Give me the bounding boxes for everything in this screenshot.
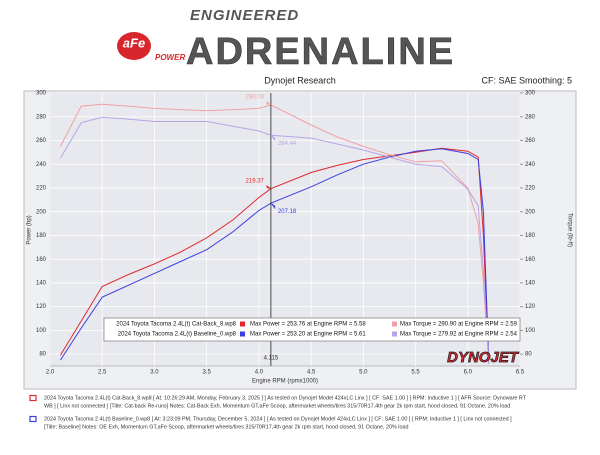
y-tick-label: 220 bbox=[36, 186, 47, 192]
x-tick-label: 4.5 bbox=[307, 370, 316, 376]
series-line bbox=[59, 147, 490, 364]
legend-power: Max Power = 253.20 at Engine RPM = 5.61 bbox=[250, 332, 366, 338]
y2-tick-label: 140 bbox=[525, 280, 536, 286]
annotation-label: 290.00 bbox=[246, 94, 265, 100]
cursor-label: 4.115 bbox=[264, 356, 279, 362]
legend-swatch bbox=[392, 331, 397, 337]
tagline: ADRENALINE bbox=[186, 31, 455, 73]
x-tick-label: 3.5 bbox=[202, 370, 211, 376]
notes: 2024 Toyota Tacoma 2.4L(t) Cat-Back_8.wp… bbox=[29, 394, 527, 430]
series-line bbox=[59, 116, 490, 364]
note-swatch bbox=[29, 394, 37, 402]
y2-tick-label: 280 bbox=[525, 114, 536, 120]
y2-tick-label: 80 bbox=[525, 352, 532, 358]
y-tick-label: 120 bbox=[36, 304, 47, 310]
x-tick-label: 5.5 bbox=[411, 370, 420, 376]
y-tick-label: 100 bbox=[36, 328, 47, 334]
brand-logo bbox=[117, 32, 151, 60]
note-text: WB ] [ Linx not connected ] [Title: Cat-… bbox=[44, 403, 510, 409]
legend-swatch bbox=[240, 321, 245, 327]
legend bbox=[103, 317, 521, 342]
x-tick-label: 2.0 bbox=[46, 370, 55, 376]
y2-tick-label: 100 bbox=[525, 328, 536, 334]
legend-torque: Max Torque = 290.90 at Engine RPM = 2.59 bbox=[400, 322, 518, 328]
legend-torque: Max Torque = 279.92 at Engine RPM = 2.54 bbox=[400, 332, 518, 338]
annotation-label: 219.37 bbox=[246, 178, 265, 184]
annotation-label: 207.18 bbox=[278, 209, 297, 215]
y-tick-label: 240 bbox=[36, 162, 47, 168]
x-axis-label: Engine RPM (rpmx1000) bbox=[252, 379, 318, 385]
x-tick-label: 5.0 bbox=[359, 370, 368, 376]
annotation-arrow bbox=[270, 134, 276, 142]
x-tick-label: 6.5 bbox=[516, 370, 525, 376]
annotation-arrow bbox=[266, 185, 272, 189]
legend-power: Max Power = 253.76 at Engine RPM = 5.58 bbox=[250, 322, 366, 328]
y-tick-label: 180 bbox=[36, 233, 47, 239]
y2-tick-label: 180 bbox=[525, 233, 536, 239]
source: Dynojet Research bbox=[264, 75, 336, 85]
legend-swatch bbox=[392, 321, 397, 327]
legend-name: 2024 Toyota Tacoma 2.4L(t) Cat-Back_8.wp… bbox=[116, 322, 237, 328]
lines: 4.115 290.00 264.44 219.37 207.18 bbox=[59, 93, 490, 366]
y-tick-label: 280 bbox=[36, 114, 47, 120]
x-tick-label: 4.0 bbox=[255, 370, 264, 376]
y-tick-label: 160 bbox=[36, 257, 47, 263]
series-line bbox=[59, 148, 490, 361]
legend-swatch bbox=[240, 331, 245, 337]
header-bg bbox=[0, 0, 600, 92]
y2-tick-label: 220 bbox=[525, 186, 536, 192]
annotation-arrow bbox=[270, 202, 276, 210]
brand: aFe bbox=[123, 35, 145, 50]
y-tick-label: 300 bbox=[36, 91, 47, 97]
tagline-top: ENGINEERED bbox=[190, 7, 299, 24]
x-tick-label: 6.0 bbox=[464, 370, 473, 376]
y2-tick-label: 160 bbox=[525, 257, 536, 263]
y-tick-label: 80 bbox=[39, 352, 46, 358]
y2-tick-label: 200 bbox=[525, 209, 536, 215]
note-swatch bbox=[29, 415, 37, 423]
settings: CF: SAE Smoothing: 5 bbox=[481, 75, 572, 85]
y2-axis-label: Torque (lb-ft) bbox=[566, 213, 572, 247]
note-text: 2024 Toyota Tacoma 2.4L(t) Baseline_0.wp… bbox=[44, 416, 512, 422]
legend-rows: 2024 Toyota Tacoma 2.4L(t) Cat-Back_8.wp… bbox=[116, 321, 518, 338]
x-tick-label: 3.0 bbox=[150, 370, 159, 376]
note-text: [Title: Baseline] Notes: OE Exh, Momentu… bbox=[44, 424, 408, 430]
y2-tick-label: 120 bbox=[525, 304, 536, 310]
annotation-arrow bbox=[266, 101, 272, 106]
brand-sub: POWER bbox=[155, 53, 185, 62]
footer-logo: DYNOJET bbox=[447, 349, 520, 366]
legend-name: 2024 Toyota Tacoma 2.4L(t) Baseline_0.wp… bbox=[118, 332, 237, 338]
y-tick-label: 260 bbox=[36, 138, 47, 144]
note-text: 2024 Toyota Tacoma 2.4L(t) Cat-Back_8.wp… bbox=[44, 395, 527, 401]
y2-tick-label: 300 bbox=[525, 91, 536, 97]
annotation-label: 264.44 bbox=[278, 141, 297, 147]
y-tick-label: 140 bbox=[36, 280, 47, 286]
y2-tick-label: 240 bbox=[525, 162, 536, 168]
y-tick-label: 200 bbox=[36, 209, 47, 215]
x-tick-label: 2.5 bbox=[98, 370, 107, 376]
series-line bbox=[59, 103, 490, 361]
y2-tick-label: 260 bbox=[525, 138, 536, 144]
y-axis-label: Power (hp) bbox=[27, 215, 33, 244]
